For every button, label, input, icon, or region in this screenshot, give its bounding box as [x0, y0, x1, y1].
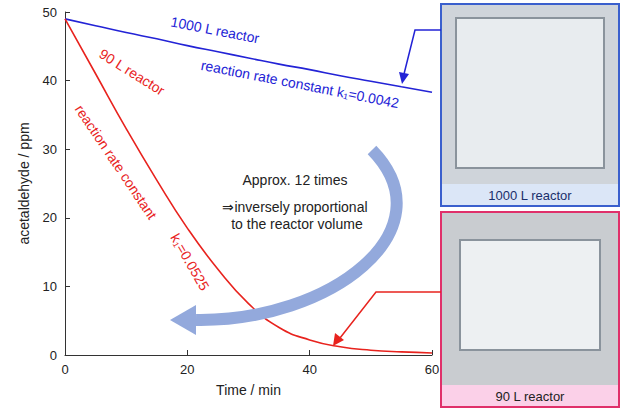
svg-text:Approx. 12 times: Approx. 12 times — [242, 172, 347, 188]
svg-text:k₁=0.0525: k₁=0.0525 — [167, 231, 212, 293]
svg-text:20: 20 — [180, 362, 194, 377]
svg-text:1000 L reactor: 1000 L reactor — [169, 14, 260, 47]
svg-text:reaction rate constant: reaction rate constant — [72, 102, 161, 223]
svg-text:reaction rate constant k₁=0.00: reaction rate constant k₁=0.0042 — [200, 57, 401, 111]
svg-text:50: 50 — [43, 5, 57, 20]
svg-text:90 L reactor: 90 L reactor — [96, 46, 168, 99]
svg-text:0: 0 — [61, 362, 68, 377]
svg-text:40: 40 — [302, 362, 316, 377]
svg-text:Time / min: Time / min — [216, 382, 281, 398]
svg-text:30: 30 — [43, 142, 57, 157]
svg-text:to the reactor volume: to the reactor volume — [227, 216, 363, 232]
svg-text:60: 60 — [425, 362, 439, 377]
svg-text:0: 0 — [50, 348, 57, 363]
svg-text:20: 20 — [43, 210, 57, 225]
svg-text:1000 L reactor: 1000 L reactor — [488, 188, 572, 203]
svg-text:acetaldehyde / ppm: acetaldehyde / ppm — [16, 122, 32, 244]
svg-text:90 L reactor: 90 L reactor — [496, 389, 566, 404]
svg-text:⇒inversely proportional: ⇒inversely proportional — [222, 199, 367, 215]
svg-text:40: 40 — [43, 73, 57, 88]
svg-text:10: 10 — [43, 279, 57, 294]
